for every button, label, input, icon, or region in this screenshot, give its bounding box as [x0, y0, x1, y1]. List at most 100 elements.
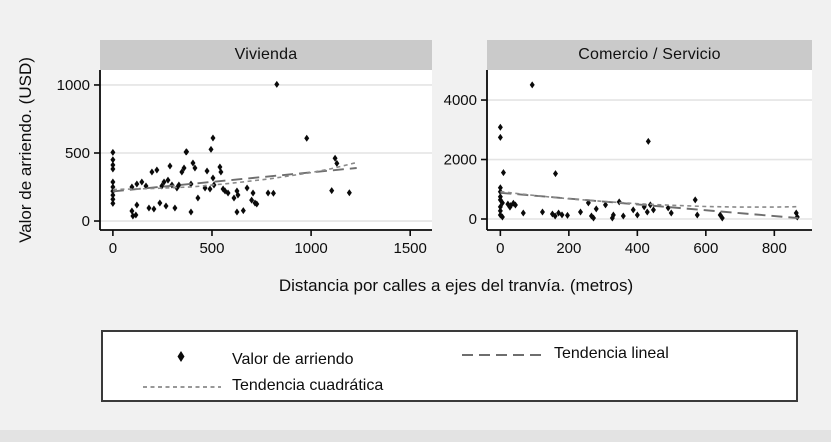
x-tick-label: 400 [625, 240, 650, 257]
data-point [507, 203, 513, 211]
data-point [249, 196, 255, 204]
data-point [591, 214, 597, 222]
data-point [650, 206, 656, 214]
data-point [329, 187, 335, 195]
data-point [110, 199, 116, 207]
data-point [195, 194, 201, 202]
data-point [154, 166, 160, 174]
data-point [167, 162, 173, 170]
data-point [210, 174, 216, 182]
data-point [529, 81, 535, 89]
data-point [497, 207, 503, 215]
data-point [645, 137, 651, 145]
data-point [497, 203, 503, 211]
data-point [692, 196, 698, 204]
data-point [254, 200, 260, 208]
data-point [497, 123, 503, 131]
data-point [694, 211, 700, 219]
y-tick-label: 500 [65, 145, 90, 162]
data-point [235, 191, 241, 199]
data-point [644, 208, 650, 216]
data-point [665, 204, 671, 212]
trend-line-quadratic [112, 161, 357, 191]
data-point [181, 164, 187, 172]
data-point [149, 168, 155, 176]
data-point [134, 180, 140, 188]
data-point [210, 134, 216, 142]
data-point [188, 208, 194, 216]
data-point [559, 211, 565, 219]
data-point [192, 164, 198, 172]
data-point [274, 80, 280, 88]
data-point [520, 209, 526, 217]
data-point [157, 199, 163, 207]
y-tick-label: 0 [469, 211, 477, 228]
data-point [110, 195, 116, 203]
data-point [244, 184, 250, 192]
data-point [564, 211, 570, 219]
data-point [577, 208, 583, 216]
data-point [176, 181, 182, 189]
data-point [620, 212, 626, 220]
data-point [552, 170, 558, 178]
data-point [133, 211, 139, 219]
data-point [218, 168, 224, 176]
data-point [204, 167, 210, 175]
data-point [163, 202, 169, 210]
data-point [634, 211, 640, 219]
data-point [332, 154, 338, 162]
data-point [552, 212, 558, 220]
x-tick-label: 200 [556, 240, 581, 257]
data-point [304, 134, 310, 142]
data-point [334, 159, 340, 167]
trend-line-quadratic [500, 190, 799, 208]
data-point [497, 133, 503, 141]
window-bottom-edge [0, 430, 831, 442]
legend-label-tendencia-cuadratica: Tendencia cuadrática [232, 377, 384, 394]
panel-title-comercio: Comercio / Servicio [487, 40, 812, 70]
data-point [512, 201, 518, 209]
diamond-marker-icon [175, 350, 187, 369]
data-point [500, 169, 506, 177]
x-tick-label: 800 [762, 240, 787, 257]
x-tick-label: 0 [496, 240, 504, 257]
legend-box: Valor de arriendo Tendencia lineal Tende… [101, 330, 798, 402]
data-point [139, 178, 145, 186]
x-tick-label: 1500 [394, 240, 427, 257]
legend-label-valor-de-arriendo: Valor de arriendo [232, 351, 354, 368]
data-point [539, 208, 545, 216]
y-tick-label: 1000 [57, 77, 90, 94]
data-point [593, 205, 599, 213]
data-point [190, 159, 196, 167]
data-point [110, 148, 116, 156]
x-axis-title: Distancia por calles a ejes del tranvía.… [278, 276, 634, 295]
data-point [129, 207, 135, 215]
data-point [110, 165, 116, 173]
data-point [146, 204, 152, 212]
dotted-line-icon [143, 377, 221, 395]
data-point [184, 148, 190, 156]
x-tick-label: 500 [199, 240, 224, 257]
data-point [630, 206, 636, 214]
data-point [172, 204, 178, 212]
data-point [497, 184, 503, 192]
data-point [499, 213, 505, 221]
legend-label-tendencia-lineal: Tendencia lineal [554, 345, 669, 362]
data-point [231, 194, 237, 202]
plot-background [100, 70, 432, 230]
data-point [134, 201, 140, 209]
data-point [161, 178, 167, 186]
data-point [668, 209, 674, 217]
data-point [225, 189, 231, 197]
dashed-line-icon [462, 345, 544, 363]
y-tick-label: 4000 [444, 92, 477, 109]
data-point [110, 156, 116, 164]
data-point [110, 178, 116, 186]
data-point [165, 176, 171, 184]
data-point [602, 201, 608, 209]
x-tick-label: 1000 [294, 240, 327, 257]
data-point [610, 211, 616, 219]
y-tick-label: 2000 [444, 152, 477, 169]
x-tick-label: 0 [109, 240, 117, 257]
